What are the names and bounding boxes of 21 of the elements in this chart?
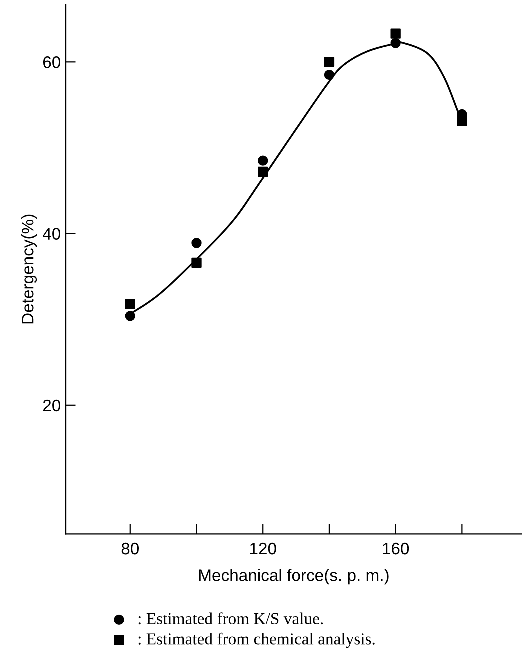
point [258,166,268,178]
point [192,238,202,248]
x-axis-title: Mechanical force(s. p. m.) [199,569,389,585]
point [457,116,468,126]
legend-label: : Estimated from K/S value. [138,612,324,625]
y-tick-label: 60 [43,56,61,68]
point [390,38,401,48]
y-tick-label: 20 [43,400,61,412]
point [324,70,335,80]
point [192,258,202,268]
point [324,57,335,68]
point [390,28,401,39]
x-tick-label: 80 [122,542,140,555]
x-tick-label: 160 [383,542,410,555]
point [125,299,136,310]
y-axis-title: Detergency(%) [22,214,38,324]
x-tick-label: 120 [250,542,276,555]
y-tick-label: 40 [43,228,61,240]
point [125,311,136,322]
legend-label: : Estimated from chemical analysis. [138,632,375,648]
point [258,156,268,166]
